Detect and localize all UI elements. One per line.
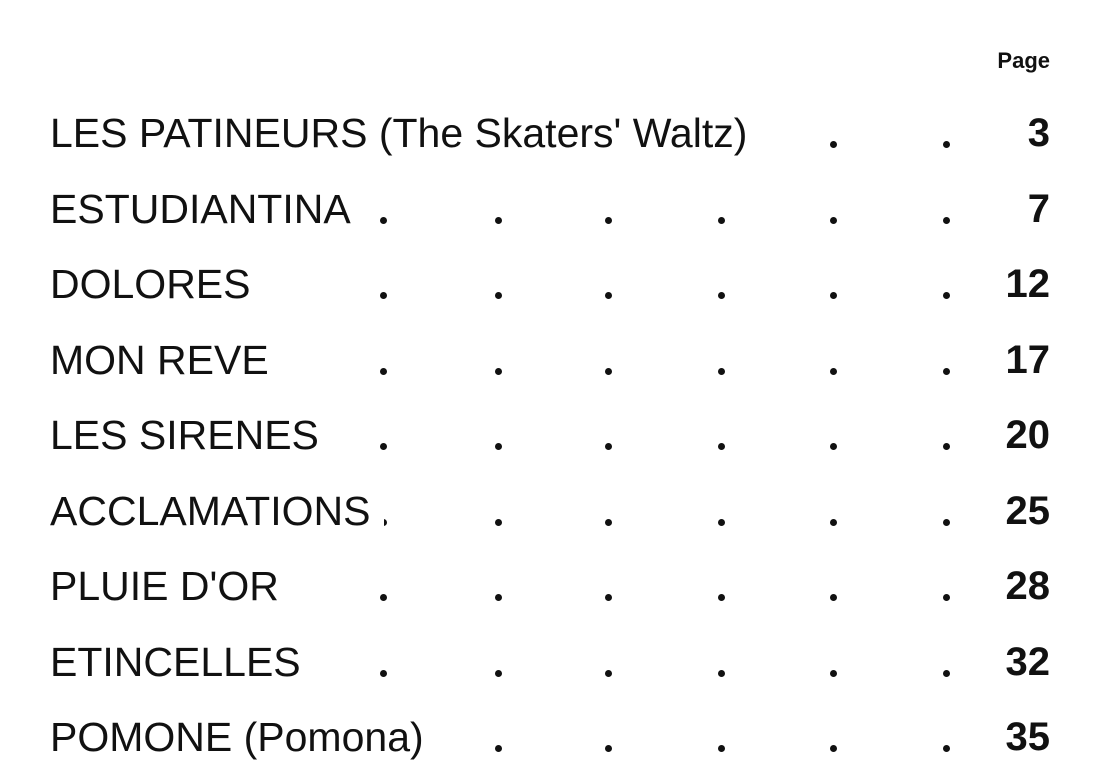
leader-dot bbox=[380, 594, 387, 601]
entry-page-number: 12 bbox=[1005, 262, 1051, 306]
entry-title: LES PATINEURS (The Skaters' Waltz) bbox=[50, 103, 762, 163]
toc-entry: LES PATINEURS (The Skaters' Waltz) 3 bbox=[50, 103, 1050, 163]
leader-dot bbox=[495, 594, 502, 601]
leader-dot bbox=[830, 518, 837, 526]
leader-dot bbox=[943, 141, 950, 148]
leader-dot bbox=[943, 367, 950, 375]
leader-dot bbox=[605, 594, 612, 601]
leader-dot bbox=[943, 216, 950, 224]
toc-entry: ACCLAMATIONS 25 bbox=[50, 480, 1051, 541]
leader-dot bbox=[495, 216, 502, 224]
leader-dot bbox=[943, 292, 950, 299]
leader-dot bbox=[718, 745, 725, 752]
toc-entry: POMONE (Pomona) 35 bbox=[50, 707, 1050, 767]
leader-dot bbox=[495, 292, 502, 299]
leader-dot bbox=[943, 518, 950, 526]
leader-dot bbox=[380, 669, 387, 677]
leader-dot bbox=[495, 745, 502, 752]
leader-dot bbox=[830, 216, 837, 224]
entry-page-number: 7 bbox=[1027, 186, 1050, 231]
toc-entry: ETINCELLES 32 bbox=[50, 631, 1051, 692]
entry-title: DOLORES bbox=[50, 254, 265, 314]
toc-entry: PLUIE D'OR 28 bbox=[50, 556, 1050, 616]
leader-dot bbox=[605, 216, 612, 224]
leader-dot bbox=[830, 141, 837, 148]
leader-dot bbox=[718, 216, 725, 224]
leader-dot bbox=[830, 367, 837, 375]
leader-dot bbox=[605, 443, 612, 450]
page-column-header: Page bbox=[997, 48, 1050, 73]
leader-dot bbox=[495, 518, 502, 526]
leader-dot bbox=[605, 518, 612, 526]
toc-entry: ESTUDIANTINA 7 bbox=[50, 178, 1050, 239]
leader-dot bbox=[830, 745, 837, 752]
leader-dot bbox=[718, 292, 725, 299]
leader-dot bbox=[380, 292, 387, 299]
leader-dot bbox=[605, 292, 612, 299]
entry-page-number: 20 bbox=[1005, 413, 1051, 457]
leader-dot bbox=[943, 443, 950, 450]
leader-dot bbox=[380, 443, 387, 450]
entry-page-number: 25 bbox=[1005, 488, 1051, 533]
leader-dot bbox=[380, 216, 387, 224]
leader-dot bbox=[943, 669, 950, 677]
entry-page-number: 35 bbox=[1005, 715, 1051, 759]
leader-dot bbox=[943, 594, 950, 601]
leader-dot bbox=[718, 443, 725, 450]
toc-entry: LES SIRENES 20 bbox=[50, 405, 1050, 465]
leader-dot bbox=[380, 367, 387, 375]
leader-dot bbox=[605, 745, 612, 752]
leader-dot bbox=[830, 594, 837, 601]
leader-dot bbox=[605, 367, 612, 375]
leader-dot bbox=[718, 367, 725, 375]
toc-entry: MON REVE 17 bbox=[50, 329, 1051, 390]
entry-page-number: 3 bbox=[1027, 111, 1050, 155]
leader-dot bbox=[830, 669, 837, 677]
leader-dot bbox=[495, 669, 502, 677]
entry-title: POMONE (Pomona) bbox=[50, 707, 438, 767]
leader-dot bbox=[718, 518, 725, 526]
entry-title: ESTUDIANTINA bbox=[50, 178, 365, 239]
leader-dot bbox=[495, 367, 502, 375]
leader-dot bbox=[605, 669, 612, 677]
leader-dot bbox=[718, 669, 725, 677]
toc-entry: DOLORES 12 bbox=[50, 254, 1050, 314]
leader-dot bbox=[718, 594, 725, 601]
entry-title: MON REVE bbox=[50, 329, 283, 390]
entry-title: PLUIE D'OR bbox=[50, 556, 293, 616]
entry-title: ETINCELLES bbox=[50, 631, 315, 692]
entry-page-number: 32 bbox=[1005, 639, 1051, 684]
leader-dot bbox=[943, 745, 950, 752]
entry-page-number: 28 bbox=[1005, 564, 1051, 608]
entry-page-number: 17 bbox=[1005, 337, 1051, 382]
entry-title: ACCLAMATIONS bbox=[50, 480, 385, 541]
entry-title: LES SIRENES bbox=[50, 405, 333, 465]
leader-dot bbox=[830, 292, 837, 299]
leader-dot bbox=[495, 443, 502, 450]
leader-dot bbox=[830, 443, 837, 450]
